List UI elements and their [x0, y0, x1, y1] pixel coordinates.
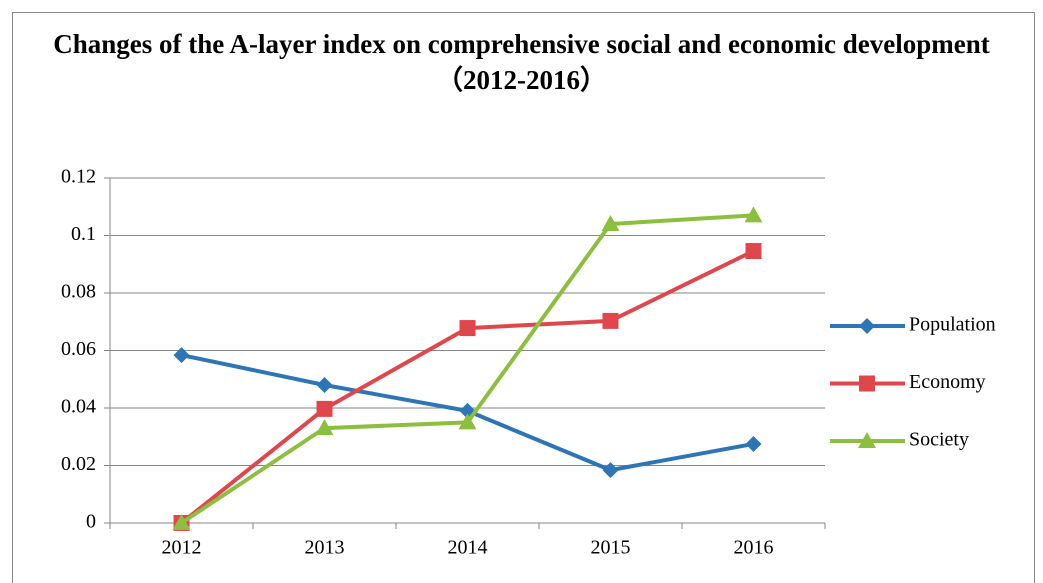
marker: [173, 347, 190, 364]
marker: [458, 413, 477, 430]
marker: [315, 419, 334, 436]
legend-marker: [858, 432, 876, 448]
y-tick-label: 0.04: [61, 396, 96, 418]
x-tick-label: 2014: [448, 537, 488, 559]
legend-marker: [859, 318, 875, 334]
marker: [459, 320, 476, 337]
x-tick-label: 2013: [305, 537, 345, 559]
legend-label: Population: [909, 314, 996, 336]
marker: [744, 206, 763, 223]
y-tick-label: 0.02: [61, 453, 96, 475]
marker: [745, 435, 762, 452]
legend-label: Economy: [909, 371, 986, 393]
marker: [316, 400, 333, 417]
y-tick-label: 0.08: [61, 281, 96, 303]
series-line: [180, 249, 755, 525]
marker: [601, 215, 620, 231]
x-tick-label: 2016: [734, 537, 774, 559]
y-tick-label: 0: [86, 511, 96, 533]
marker: [602, 462, 619, 479]
series-line: [180, 213, 754, 525]
marker: [316, 377, 333, 393]
x-tick-label: 2015: [591, 537, 631, 559]
y-tick-label: 0.12: [61, 166, 96, 188]
y-tick-label: 0.1: [71, 223, 96, 245]
marker: [602, 312, 619, 329]
y-tick-label: 0.06: [61, 338, 96, 360]
x-tick-label: 2012: [162, 537, 202, 559]
legend-label: Society: [909, 429, 969, 451]
marker: [745, 243, 762, 260]
chart-border: [12, 12, 1035, 583]
legend-marker: [859, 375, 875, 392]
marker: [172, 514, 191, 530]
chart-title: Changes of the A-layer index on comprehe…: [53, 29, 990, 95]
